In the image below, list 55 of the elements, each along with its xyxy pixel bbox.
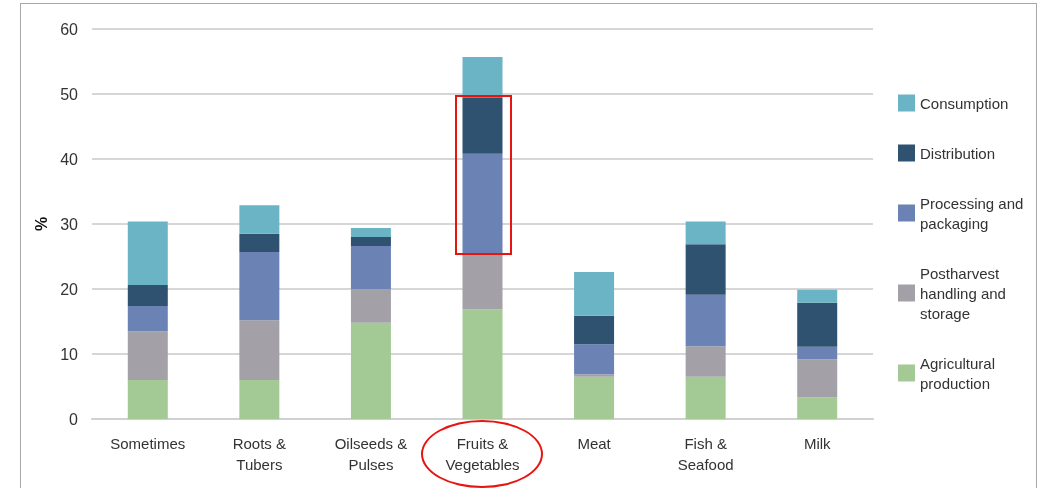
bar xyxy=(350,227,391,237)
bar xyxy=(127,305,168,332)
y-tick-label: 50 xyxy=(60,85,79,103)
bar xyxy=(685,244,726,295)
bar xyxy=(462,253,503,310)
bar xyxy=(127,380,168,419)
bar xyxy=(127,285,168,306)
bar xyxy=(685,346,726,377)
bar xyxy=(127,221,168,286)
legend-label: Processing and packaging xyxy=(920,194,1028,232)
bar xyxy=(350,289,391,323)
bar xyxy=(239,251,280,321)
bar xyxy=(574,376,615,419)
bar xyxy=(239,320,280,380)
legend-label: Distribution xyxy=(920,144,996,162)
bar xyxy=(797,289,838,303)
bar xyxy=(350,322,391,419)
bar xyxy=(797,397,838,419)
legend-label: Agricultural production xyxy=(920,354,1000,392)
bar xyxy=(239,205,280,234)
bar xyxy=(127,331,168,380)
bar xyxy=(574,315,615,345)
bar xyxy=(574,374,615,377)
y-tick-label: 60 xyxy=(60,20,79,38)
x-tick-label: Milk xyxy=(803,435,832,452)
legend-label: Postharvest handling and storage xyxy=(920,264,1011,322)
y-tick-label: 10 xyxy=(60,345,79,363)
bar xyxy=(685,294,726,347)
legend-label: Consumption xyxy=(920,94,1009,112)
x-tick-label: Fruits & Vegetables xyxy=(445,435,520,473)
x-tick-label: Roots & Tubers xyxy=(232,435,287,473)
bar xyxy=(239,233,280,252)
bar xyxy=(574,344,615,375)
bar xyxy=(462,56,503,98)
x-tick-label: Meat xyxy=(577,435,612,452)
x-tick-label: Sometimes xyxy=(110,435,186,452)
x-tick-label: Oilseeds & Pulses xyxy=(334,435,408,473)
bar xyxy=(797,346,838,360)
y-tick-label: 20 xyxy=(60,280,79,298)
bar xyxy=(685,221,726,245)
bar xyxy=(350,246,391,289)
y-tick-label: 40 xyxy=(60,150,79,168)
y-tick-label: 0 xyxy=(69,410,79,428)
bar xyxy=(462,97,503,154)
y-tick-label: 30 xyxy=(60,215,79,233)
x-tick-label: Fish & Seafood xyxy=(677,435,734,473)
bar xyxy=(574,272,615,316)
bar xyxy=(462,153,503,254)
bar xyxy=(797,302,838,347)
y-axis-title: % xyxy=(32,216,50,232)
bar xyxy=(462,309,503,419)
bar xyxy=(797,359,838,398)
bar xyxy=(685,376,726,419)
bar xyxy=(350,237,391,247)
bar xyxy=(239,380,280,419)
